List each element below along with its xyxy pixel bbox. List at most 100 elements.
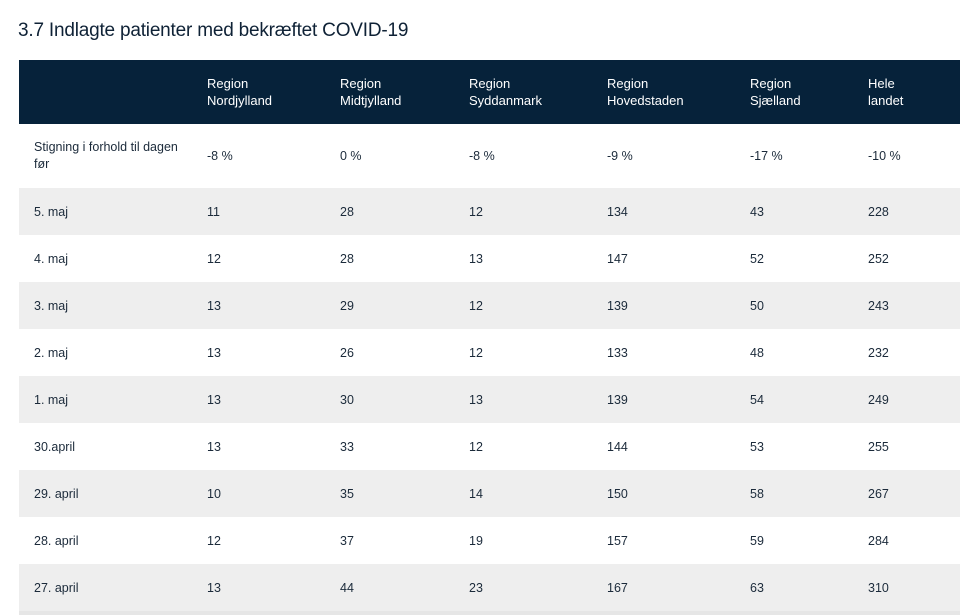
table-cell: 23 — [469, 580, 483, 595]
table-cell: 58 — [750, 486, 764, 501]
table-cell: 13 — [207, 298, 221, 313]
table-cell: 249 — [868, 392, 889, 407]
table-cell: 13 — [207, 580, 221, 595]
table-cell: 243 — [868, 298, 889, 313]
date-cell: 30.april — [34, 439, 75, 454]
table-cell: 52 — [750, 251, 764, 266]
table-cell: 44 — [340, 580, 354, 595]
table-cell: 150 — [607, 486, 628, 501]
date-cell: 5. maj — [34, 204, 69, 219]
header-line1: Region — [207, 76, 249, 91]
header-cell-hele-landet: Hele landet — [868, 60, 960, 124]
hospitalized-table: Region Nordjylland Region Midtjylland Regi… — [19, 60, 960, 611]
table-row: 30.april 13 33 12 144 53 255 — [19, 423, 960, 470]
table-row: 2. maj 13 26 12 133 48 232 — [19, 329, 960, 376]
table-cell: 157 — [607, 533, 628, 548]
table-cell: 252 — [868, 251, 889, 266]
table-cell: 13 — [469, 392, 483, 407]
table-cell: 167 — [607, 580, 628, 595]
date-cell: 27. april — [34, 580, 79, 595]
table-cell: 54 — [750, 392, 764, 407]
table-cell: 19 — [469, 533, 483, 548]
table-cell: 134 — [607, 204, 628, 219]
table-cell: 35 — [340, 486, 354, 501]
page-title: 3.7 Indlagte patienter med bekræftet COV… — [18, 20, 409, 41]
header-line1: Region — [469, 76, 511, 91]
table-cell: 13 — [469, 251, 483, 266]
table-cell: 33 — [340, 439, 354, 454]
table-cell: -17 % — [750, 149, 783, 163]
table-cell: 30 — [340, 392, 354, 407]
table-bottom-shade — [19, 611, 960, 615]
date-cell: 4. maj — [34, 251, 69, 266]
date-cell: 29. april — [34, 486, 79, 501]
header-line2: Nordjylland — [207, 93, 273, 108]
header-line1: Region — [340, 76, 382, 91]
table-cell: 12 — [469, 298, 483, 313]
header-cell-sjaelland: Region Sjælland — [750, 60, 868, 124]
table-cell: 13 — [207, 345, 221, 360]
header-line1: Region — [607, 76, 649, 91]
table-cell: 310 — [868, 580, 889, 595]
header-line2: Syddanmark — [469, 93, 542, 108]
header-line2: landet — [868, 93, 904, 108]
table-row: 5. maj 11 28 12 134 43 228 — [19, 188, 960, 235]
table-cell: 26 — [340, 345, 354, 360]
header-line1: Hele — [868, 76, 895, 91]
table-row: 3. maj 13 29 12 139 50 243 — [19, 282, 960, 329]
table-cell: 12 — [207, 533, 221, 548]
table-cell: 255 — [868, 439, 889, 454]
change-row: Stigning i forhold til dagen før -8 % 0 %… — [19, 124, 960, 188]
table-row: 1. maj 13 30 13 139 54 249 — [19, 376, 960, 423]
table-row: 27. april 13 44 23 167 63 310 — [19, 564, 960, 611]
header-cell-midtjylland: Region Midtjylland — [340, 60, 469, 124]
table-cell: 139 — [607, 392, 628, 407]
header-cell-nordjylland: Region Nordjylland — [207, 60, 340, 124]
header-line2: Sjælland — [750, 93, 801, 108]
table-row: 29. april 10 35 14 150 58 267 — [19, 470, 960, 517]
table-cell: 28 — [340, 204, 354, 219]
table-cell: 232 — [868, 345, 889, 360]
table-cell: 53 — [750, 439, 764, 454]
change-label-line2: før — [34, 157, 50, 171]
table-cell: -9 % — [607, 149, 633, 163]
table-row: 28. april 12 37 19 157 59 284 — [19, 517, 960, 564]
table-cell: 37 — [340, 533, 354, 548]
table-cell: 13 — [207, 439, 221, 454]
table-cell: 12 — [207, 251, 221, 266]
table-cell: 29 — [340, 298, 354, 313]
table-cell: 63 — [750, 580, 764, 595]
table-cell: 48 — [750, 345, 764, 360]
table-cell: 267 — [868, 486, 889, 501]
table-cell: 50 — [750, 298, 764, 313]
table-header-row: Region Nordjylland Region Midtjylland Regi… — [19, 60, 960, 124]
table-cell: 284 — [868, 533, 889, 548]
header-cell-syddanmark: Region Syddanmark — [469, 60, 607, 124]
table-cell: 228 — [868, 204, 889, 219]
date-cell: 1. maj — [34, 392, 69, 407]
table-cell: 13 — [207, 392, 221, 407]
table-cell: -8 % — [207, 149, 233, 163]
table-cell: 43 — [750, 204, 764, 219]
header-line2: Hovedstaden — [607, 93, 684, 108]
header-cell-hovedstaden: Region Hovedstaden — [607, 60, 750, 124]
table-cell: 59 — [750, 533, 764, 548]
table-cell: 12 — [469, 345, 483, 360]
table-cell: 10 — [207, 486, 221, 501]
table-cell: 12 — [469, 204, 483, 219]
table-cell: 144 — [607, 439, 628, 454]
table-cell: 147 — [607, 251, 628, 266]
table-cell: 133 — [607, 345, 628, 360]
header-line2: Midtjylland — [340, 93, 402, 108]
date-cell: 2. maj — [34, 345, 69, 360]
header-line1: Region — [750, 76, 792, 91]
table-cell: 12 — [469, 439, 483, 454]
change-label-line1: Stigning i forhold til dagen — [34, 140, 178, 154]
date-cell: 28. april — [34, 533, 79, 548]
table-cell: 11 — [207, 204, 220, 219]
header-cell-empty — [19, 60, 207, 124]
table-cell: 0 % — [340, 149, 362, 163]
table-cell: -8 % — [469, 149, 495, 163]
date-cell: 3. maj — [34, 298, 69, 313]
table-cell: 139 — [607, 298, 628, 313]
